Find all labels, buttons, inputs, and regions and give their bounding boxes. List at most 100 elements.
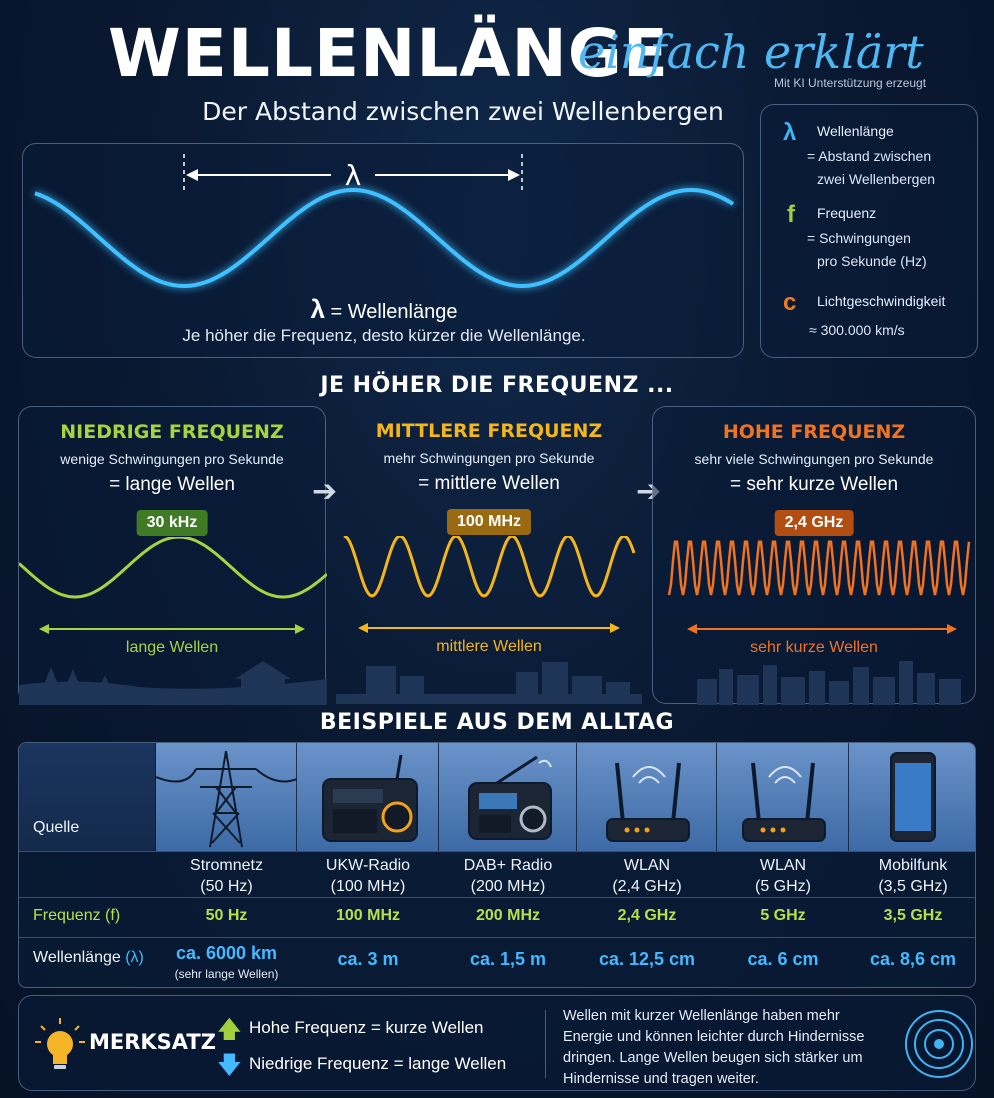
freq-card-mid-eq: = mittlere Wellen [418, 473, 560, 494]
high-wave-arrowhead-left [687, 624, 697, 634]
icon-cell-ukw [297, 743, 439, 851]
legend-f-symbol: f [787, 201, 795, 228]
town-silhouette [336, 662, 642, 704]
page-title-script: einfach erklärt [578, 25, 924, 79]
arrow-down-icon: 🡇 [217, 1052, 242, 1079]
table-divider [19, 851, 975, 852]
page-subtitle: Der Abstand zwischen zwei Wellenbergen [202, 97, 724, 126]
freq-card-low: NIEDRIGE FREQUENZ wenige Schwingungen pr… [18, 406, 327, 705]
power-pylon-icon [155, 750, 298, 848]
caption-lambda-symbol: λ [310, 294, 325, 324]
caption-text: Je höher die Frequenz, desto kürzer die … [182, 326, 586, 345]
freq-card-low-sub: wenige Schwingungen pro Sekunde [60, 451, 284, 467]
merksatz-text: Wellen mit kurzer Wellenlänge haben mehr… [563, 1008, 865, 1087]
legend-lambda-desc1: = Abstand zwischen [807, 148, 932, 164]
legend-f-desc1: = Schwingungen [807, 230, 911, 246]
page-title: WELLENLÄNGE [108, 15, 669, 92]
source-label: Quelle [33, 819, 80, 836]
freq-value-wlan5: 5 GHz [760, 907, 806, 924]
icon-cell-dab [439, 743, 577, 851]
wave-value-power: ca. 6000 km [175, 943, 278, 963]
legend-c-desc1: ≈ 300.000 km/s [809, 322, 905, 338]
table-divider [19, 937, 975, 938]
source-label-cell: Quelle [19, 743, 156, 851]
router-icon [742, 762, 826, 842]
freq-card-high: HOHE FREQUENZ sehr viele Schwingungen pr… [652, 406, 976, 705]
legend-f-term: Frequenz [817, 205, 877, 221]
legend-f-desc2: pro Sekunde (Hz) [817, 253, 927, 269]
city-silhouette [697, 661, 961, 705]
low-wave-arrowhead-left [39, 624, 49, 634]
legend-lambda-symbol: λ [783, 119, 797, 146]
icon-cell-mobile [849, 743, 975, 851]
freq-value-wlan24: 2,4 GHz [617, 907, 677, 924]
icon-cell-wlan5 [717, 743, 849, 851]
main-sine-wave [34, 188, 735, 288]
freq-value-dab: 200 MHz [475, 907, 541, 924]
mid-frequency-wave [343, 536, 636, 598]
freq-card-high-label: sehr kurze Wellen [750, 639, 878, 656]
freq-card-low-badge: 30 kHz [136, 510, 208, 536]
freq-card-mid-title: MITTLERE FREQUENZ [375, 420, 603, 442]
freq-card-high-badge: 2,4 GHz [774, 510, 854, 536]
low-frequency-wave [19, 537, 327, 599]
legend-lambda-term: Wellenlänge [817, 123, 894, 139]
legend-box: λ Wellenlänge = Abstand zwischen zwei We… [760, 104, 978, 358]
caption-equation: = Wellenlänge [330, 301, 458, 323]
column-name-mobile: Mobilfunk (3,5 GHz) [878, 857, 948, 895]
arrow-up-icon: 🡅 [217, 1016, 242, 1043]
freq-card-high-eq: = sehr kurze Wellen [729, 474, 899, 495]
freq-card-low-graphic [19, 537, 327, 705]
freq-card-high-graphic [667, 540, 971, 705]
lightbulb-icon [35, 1018, 85, 1069]
frequency-heading: JE HÖHER DIE FREQUENZ ... [320, 373, 674, 398]
wavelength-panel: λ λ = Wellenlänge Je höher die Frequenz,… [22, 143, 744, 358]
wave-note-power: (sehr lange Wellen) [174, 967, 279, 981]
lambda-label: λ [345, 159, 362, 192]
mid-wave-arrowhead-left [358, 623, 368, 633]
ki-note: Mit KI Unterstützung erzeugt [774, 76, 927, 90]
router-icon [606, 762, 690, 842]
freq-value-power: 50 Hz [205, 907, 248, 924]
merksatz-divider [545, 1010, 546, 1078]
column-name-dab: DAB+ Radio (200 MHz) [463, 857, 553, 895]
column-name-wlan24: WLAN (2,4 GHz) [612, 857, 682, 895]
freq-card-mid-label: mittlere Wellen [436, 638, 542, 655]
signal-target-icon [905, 1010, 973, 1078]
merksatz-line2: Niedrige Frequenz = lange Wellen [249, 1054, 507, 1073]
legend-c-term: Lichtgeschwindigkeit [817, 293, 946, 309]
low-wave-arrowhead-right [295, 624, 305, 634]
wave-value-ukw: ca. 3 m [337, 949, 399, 969]
freq-card-low-eq: = lange Wellen [109, 474, 235, 495]
digital-radio-icon [468, 755, 552, 840]
freq-card-mid-badge: 100 MHz [446, 509, 532, 535]
legend-c-symbol: c [783, 289, 797, 316]
wave-value-wlan24: ca. 12,5 cm [598, 949, 696, 969]
high-frequency-wave [667, 540, 971, 596]
examples-table: Quelle [18, 742, 976, 988]
mid-wave-arrowhead-right [610, 623, 620, 633]
freq-card-low-label: lange Wellen [125, 639, 219, 656]
lambda-arrowhead-right [508, 169, 520, 181]
merksatz-line1: Hohe Frequenz = kurze Wellen [249, 1018, 484, 1037]
wave-value-dab: ca. 1,5 m [469, 949, 547, 969]
column-name-power: Stromnetz (50 Hz) [190, 857, 263, 895]
examples-heading: BEISPIELE AUS DEM ALLTAG [319, 710, 675, 735]
freq-card-mid-graphic [336, 536, 642, 704]
lambda-arrowhead-left [186, 169, 198, 181]
freq-card-mid: MITTLERE FREQUENZ mehr Schwingungen pro … [336, 406, 642, 704]
freq-value-ukw: 100 MHz [335, 907, 401, 924]
freq-card-high-sub: sehr viele Schwingungen pro Sekunde [694, 451, 934, 467]
freq-card-low-title: NIEDRIGE FREQUENZ [60, 421, 284, 443]
legend-lambda-desc2: zwei Wellenbergen [817, 171, 936, 187]
table-divider [19, 897, 975, 898]
merksatz-title: MERKSATZ [89, 1030, 216, 1054]
high-wave-arrowhead-right [947, 624, 957, 634]
frequency-row-label: Frequenz (f) [33, 907, 121, 924]
column-name-wlan5: WLAN (5 GHz) [755, 857, 811, 895]
arrow-right-icon: ➔ [312, 475, 338, 508]
icon-cell-power [155, 743, 298, 851]
smartphone-icon [890, 752, 936, 842]
wavelength-row-label: Wellenlänge (λ) [33, 949, 144, 966]
column-name-ukw: UKW-Radio (100 MHz) [325, 857, 411, 895]
